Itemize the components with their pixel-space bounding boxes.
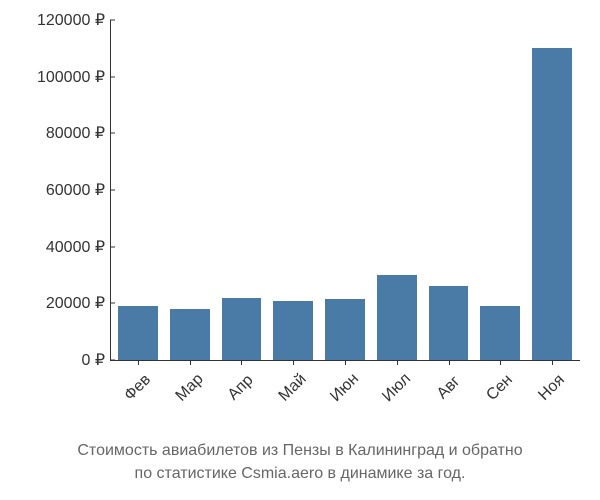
x-tick-label: Авг <box>433 373 463 403</box>
x-tick-mark <box>345 360 346 365</box>
x-tick-mark <box>397 360 398 365</box>
caption-line-1: Стоимость авиабилетов из Пензы в Калинин… <box>77 442 522 459</box>
x-label-wrap: Авг <box>429 365 469 435</box>
bar <box>429 286 469 360</box>
y-tick-label: 120000 ₽ <box>0 10 105 30</box>
x-tick-mark <box>293 360 294 365</box>
x-tick-mark <box>138 360 139 365</box>
x-tick-mark <box>241 360 242 365</box>
bar <box>273 301 313 361</box>
x-tick-label: Июн <box>327 370 363 406</box>
y-tick-label: 100000 ₽ <box>0 67 105 87</box>
y-tick-mark <box>110 20 115 21</box>
y-axis: 0 ₽20000 ₽40000 ₽60000 ₽80000 ₽100000 ₽1… <box>0 20 105 360</box>
y-tick-mark <box>110 303 115 304</box>
x-tick-mark <box>449 360 450 365</box>
y-tick-label: 20000 ₽ <box>0 293 105 313</box>
x-tick-mark <box>190 360 191 365</box>
x-label-wrap: Сен <box>480 365 520 435</box>
x-label-wrap: Мар <box>170 365 210 435</box>
x-tick-label: Мар <box>172 371 207 406</box>
y-tick-label: 0 ₽ <box>0 350 105 370</box>
chart-container: 0 ₽ 20000 ₽ 40000 ₽ 60000 ₽ 80000 ₽ 100000 ₽ 1… <box>0 0 600 500</box>
x-tick-label: Сен <box>484 371 517 404</box>
x-axis-labels: Фев Мар Апр Май Июн Июл Авг Сен Ноя <box>110 365 580 435</box>
bar <box>222 298 262 360</box>
y-tick-mark <box>110 360 115 361</box>
bar <box>532 48 572 360</box>
bar <box>170 309 210 360</box>
y-tick-label: 80000 ₽ <box>0 123 105 143</box>
plot-area <box>110 20 580 360</box>
x-tick-label: Июл <box>379 370 415 406</box>
x-tick-mark <box>500 360 501 365</box>
caption-line-2: по статистике Csmia.aero в динамике за г… <box>135 465 466 482</box>
x-label-wrap: Май <box>273 365 313 435</box>
y-tick-mark <box>110 133 115 134</box>
y-tick-mark <box>110 190 115 191</box>
bar <box>325 299 365 360</box>
bars-group <box>110 20 580 360</box>
x-label-wrap: Июн <box>325 365 365 435</box>
x-label-wrap: Апр <box>222 365 262 435</box>
y-tick-label: 40000 ₽ <box>0 237 105 257</box>
x-tick-label: Фев <box>121 371 155 405</box>
x-tick-label: Ноя <box>535 371 568 404</box>
bar <box>118 306 158 360</box>
x-label-wrap: Ноя <box>532 365 572 435</box>
chart-caption: Стоимость авиабилетов из Пензы в Калинин… <box>0 440 600 485</box>
x-label-wrap: Фев <box>118 365 158 435</box>
x-tick-mark <box>552 360 553 365</box>
y-tick-mark <box>110 246 115 247</box>
y-tick-mark <box>110 76 115 77</box>
bar <box>480 306 520 360</box>
x-tick-label: Май <box>276 371 311 406</box>
x-label-wrap: Июл <box>377 365 417 435</box>
y-tick-label: 60000 ₽ <box>0 180 105 200</box>
x-tick-label: Апр <box>225 372 258 405</box>
bar <box>377 275 417 360</box>
